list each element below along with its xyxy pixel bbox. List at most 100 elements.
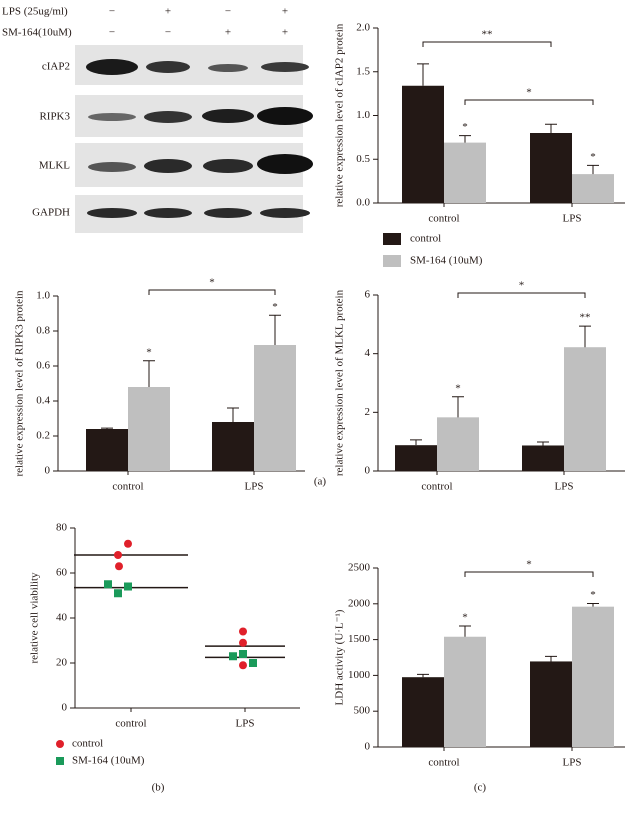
error-bar xyxy=(459,135,471,143)
y-tick-label: 2.0 xyxy=(356,22,370,34)
band xyxy=(257,107,313,125)
bar xyxy=(86,429,128,471)
y-tick-label: 1.0 xyxy=(36,290,50,302)
y-tick-label: 60 xyxy=(56,567,68,579)
point xyxy=(124,582,132,591)
y-tick-label: 80 xyxy=(56,522,68,534)
bar xyxy=(564,347,606,471)
chart: 0 20 40 60 80 relative cell viability control L… xyxy=(29,522,300,767)
error-bar xyxy=(452,396,464,418)
significance-star: * xyxy=(272,301,278,313)
point xyxy=(114,589,122,598)
treatment-sign: − xyxy=(109,27,115,39)
y-tick-label: 0 xyxy=(62,702,68,714)
band xyxy=(202,109,254,123)
western-blot xyxy=(75,45,313,233)
treatment-label: SM-164(10uM) xyxy=(2,27,72,39)
band xyxy=(146,61,190,73)
bar xyxy=(128,387,170,471)
band xyxy=(203,159,253,173)
significance-bracket xyxy=(422,41,552,47)
bar xyxy=(395,445,437,471)
error-bar xyxy=(417,673,429,678)
bar xyxy=(444,142,486,203)
legend-marker xyxy=(56,757,64,765)
band xyxy=(88,113,136,121)
bar xyxy=(572,174,614,203)
y-tick-label: 0 xyxy=(365,741,371,753)
x-tick-label: LPS xyxy=(245,481,264,493)
error-bar xyxy=(587,602,599,607)
protein-label: RIPK3 xyxy=(39,111,70,123)
chart: 0.0 0.5 1.0 1.5 2.0 relative expression level… xyxy=(334,22,625,267)
treatment-sign: − xyxy=(165,27,171,39)
significance-star: * xyxy=(590,589,596,601)
band xyxy=(144,159,192,173)
band xyxy=(204,208,252,218)
chart: 0 2 4 6 relative expression level of MLKL pr… xyxy=(334,280,625,493)
point xyxy=(239,661,247,670)
treatment-sign: + xyxy=(282,6,288,18)
y-tick-label: 40 xyxy=(56,612,68,624)
protein-label: cIAP2 xyxy=(42,61,70,73)
treatment-sign: + xyxy=(165,6,171,18)
significance-bracket xyxy=(457,292,586,298)
band xyxy=(87,208,137,218)
chart: 0 0.2 0.4 0.6 0.8 1.0 relative expression leve… xyxy=(14,277,305,493)
y-tick-label: 2 xyxy=(365,406,371,418)
band xyxy=(86,59,138,75)
y-tick-label: 0 xyxy=(45,465,51,477)
point xyxy=(239,650,247,658)
error-bar xyxy=(545,655,557,662)
significance-star: * xyxy=(455,382,461,394)
legend-marker xyxy=(56,740,64,748)
band xyxy=(260,208,310,218)
y-tick-label: 0 xyxy=(365,465,371,477)
significance-text: * xyxy=(526,87,532,99)
significance-text: ** xyxy=(482,29,493,41)
treatment-sign: + xyxy=(225,27,231,39)
chart: 0 500 1000 1500 2000 2500 LDH activity (U·L⁻¹)… xyxy=(334,559,625,769)
bar xyxy=(212,422,254,471)
bar xyxy=(254,345,296,471)
significance-text: * xyxy=(209,277,215,289)
y-tick-label: 20 xyxy=(56,657,68,669)
treatment-sign: − xyxy=(109,6,115,18)
significance-star: * xyxy=(462,121,468,133)
x-tick-label: control xyxy=(428,757,459,769)
bar xyxy=(444,636,486,747)
error-bar xyxy=(410,439,422,446)
y-tick-label: 0.8 xyxy=(36,325,50,337)
band xyxy=(88,162,136,172)
error-bar xyxy=(101,427,113,429)
significance-star: * xyxy=(590,151,596,163)
protein-label: MLKL xyxy=(39,160,70,172)
y-tick-label: 1.0 xyxy=(356,109,370,121)
x-tick-label: LPS xyxy=(236,718,255,730)
bar xyxy=(402,85,444,203)
legend-swatch xyxy=(383,233,401,245)
error-bar xyxy=(269,314,281,345)
band xyxy=(257,154,313,174)
point xyxy=(104,580,112,589)
treatment-sign: + xyxy=(282,27,288,39)
y-axis-label: LDH activity (U·L⁻¹) xyxy=(334,609,346,705)
y-tick-label: 0.2 xyxy=(36,430,50,442)
y-axis-label: relative expression level of RIPK3 prote… xyxy=(14,290,26,477)
error-bar xyxy=(545,123,557,133)
protein-label: GAPDH xyxy=(32,207,70,219)
y-axis-label: relative expression level of cIAP2 prote… xyxy=(334,23,346,207)
x-tick-label: control xyxy=(428,213,459,225)
panel-label: (b) xyxy=(152,782,165,794)
bar xyxy=(572,606,614,747)
treatment-sign: − xyxy=(225,6,231,18)
error-bar xyxy=(537,441,549,446)
bar xyxy=(402,677,444,747)
band xyxy=(261,62,309,72)
significance-star: * xyxy=(146,346,152,358)
legend-label: SM-164 (10uM) xyxy=(410,255,483,267)
legend-swatch xyxy=(383,255,401,267)
error-bar xyxy=(459,625,471,637)
error-bar xyxy=(143,360,155,387)
